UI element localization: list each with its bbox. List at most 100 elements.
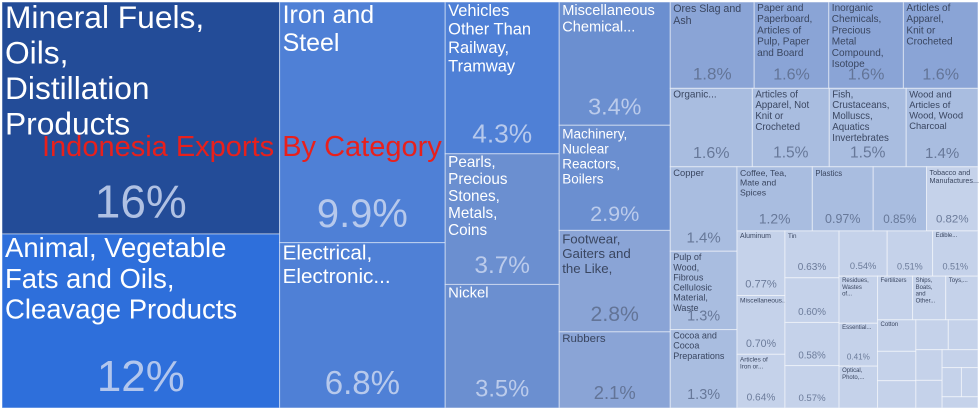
tile-label: Miscellaneous Chemical... [562, 3, 655, 35]
value-label: 1.3% [687, 309, 720, 325]
value-label: 2.9% [590, 201, 639, 226]
tile [945, 275, 979, 321]
tile-label: Articles of Apparel, Knit or Crocheted [906, 3, 952, 48]
tile-label: Aluminum [740, 233, 771, 240]
value-label: 4.3% [472, 119, 532, 149]
value-label: 16% [95, 176, 187, 228]
tile [947, 319, 979, 351]
value-label: 1.6% [773, 65, 810, 83]
tile-label: Footwear, Gaiters and the Like, [562, 231, 631, 276]
tile [877, 380, 917, 409]
value-label: 1.3% [687, 387, 720, 403]
tile [1, 1, 281, 235]
tile-label: Miscellaneous... [740, 298, 788, 305]
tile [558, 229, 671, 333]
value-label: 9.9% [317, 192, 408, 236]
tile-label: Tin [788, 233, 797, 240]
tile [915, 349, 943, 381]
tile [669, 329, 738, 409]
tile-label: Fertilizers [881, 278, 907, 284]
tile [444, 283, 560, 409]
value-label: 1.6% [922, 65, 959, 83]
tile-label: Ships, Boats, and Other... [916, 278, 936, 304]
tile-label: Optical, Photo,... [842, 368, 865, 381]
value-label: 0.70% [746, 338, 777, 350]
value-label: 1.6% [693, 144, 730, 162]
tile [736, 295, 786, 355]
tile-label: Toys,... [949, 278, 968, 284]
value-label: 2.1% [594, 382, 636, 403]
tile-label: Paper and Paperboard, Articles of Pulp, Pap… [757, 3, 812, 59]
value-label: 1.4% [925, 145, 959, 162]
value-label: 0.51% [942, 261, 968, 271]
tile [1, 233, 281, 409]
value-label: 0.64% [747, 392, 776, 403]
tile [902, 1, 979, 89]
value-label: 0.54% [850, 261, 876, 271]
tile-label: Articles of Iron or... [740, 356, 768, 370]
tile-label: Pulp of Wood, Fibrous Cellulosic Material, Wa… [673, 253, 712, 314]
value-label: 0.85% [883, 213, 916, 226]
tile [877, 319, 917, 352]
tile [838, 275, 879, 324]
value-label: 3.4% [588, 94, 641, 120]
value-label: 1.4% [687, 230, 721, 247]
tile-label: Nickel [448, 285, 488, 301]
tile [926, 166, 979, 232]
tile [736, 230, 786, 297]
value-label: 0.63% [798, 262, 827, 273]
tile-label: Tobacco and Manufactures... [930, 169, 979, 185]
value-label: 3.5% [475, 376, 529, 402]
tile-label: Inorganic Chemicals, Precious Metal Compound… [832, 3, 884, 70]
tile-label: Articles of Apparel, Not Knit or Crocheted [755, 90, 809, 134]
tile-label: Fish, Crustaceans, Molluscs, Aquatics Invert… [832, 90, 889, 145]
value-label: 0.41% [847, 353, 870, 362]
tile-label: Electrical, Electronic... [283, 242, 391, 288]
value-label: 1.8% [693, 64, 732, 83]
tile-label: Vehicles Other Than Railway, Tramway [448, 2, 531, 75]
value-label: 3.7% [474, 252, 530, 279]
tile [828, 1, 904, 89]
tile [838, 230, 888, 277]
tile-label: Residues, Wastes of... [842, 278, 869, 297]
tile [558, 1, 671, 126]
value-label: 0.60% [798, 307, 826, 318]
value-label: 0.58% [798, 350, 826, 361]
tile [872, 166, 928, 232]
tile [669, 166, 738, 252]
tile [960, 367, 979, 398]
tile-label: Cotton [881, 322, 899, 328]
tile-label: Wood and Articles of Wood, Wood Charcoal [909, 90, 963, 132]
tile-label: Machinery, Nuclear Reactors, Boilers [562, 126, 627, 186]
tile [915, 379, 943, 409]
tile-label: Copper [673, 168, 704, 178]
value-label: 1.5% [773, 145, 809, 162]
tile [669, 1, 755, 89]
tile [444, 1, 560, 155]
tile [838, 322, 879, 367]
value-label: 6.8% [325, 365, 400, 402]
tile [941, 349, 979, 369]
tile-label: Edible... [936, 233, 958, 239]
tile [877, 275, 914, 321]
value-label: 0.51% [897, 261, 923, 271]
tile [444, 153, 560, 285]
tile-label: Ores Slag and Ash [673, 3, 741, 27]
tile-label: Mineral Fuels, Oils, Distillation Products [5, 0, 204, 142]
value-label: 2.8% [591, 303, 639, 326]
tile [279, 1, 446, 244]
tile-label: Organic... [673, 90, 716, 101]
value-label: 12% [97, 352, 185, 401]
tile-label: Rubbers [562, 333, 606, 345]
tile [838, 365, 879, 409]
tile-label: Cocoa and Cocoa Preparations [673, 331, 725, 361]
tile [784, 277, 840, 323]
value-label: 0.77% [745, 279, 777, 291]
tile-label: Plastics [815, 168, 842, 177]
tile [279, 242, 446, 409]
value-label: 1.2% [759, 210, 791, 226]
tile [877, 350, 917, 382]
value-label: 0.57% [798, 393, 826, 404]
